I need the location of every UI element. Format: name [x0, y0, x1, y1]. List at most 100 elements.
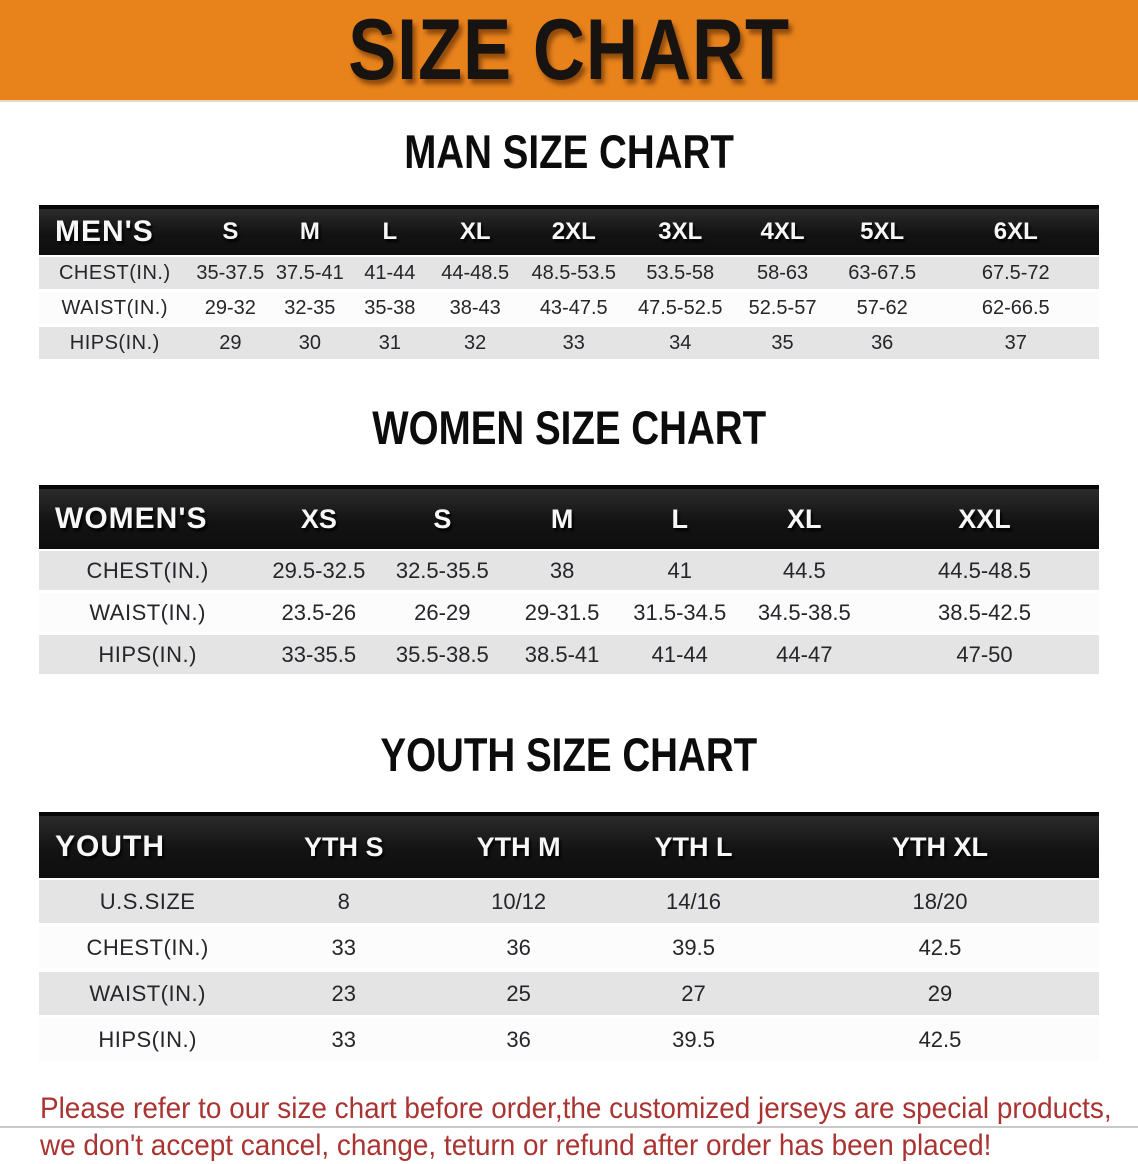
measurement-value: 27 [606, 970, 781, 1018]
measurement-value: 37 [932, 325, 1099, 362]
measurement-value: 35.5-38.5 [381, 633, 504, 677]
measurement-value: 38.5-41 [503, 633, 621, 677]
size-column-header: XS [256, 485, 382, 551]
measurement-value: 35 [733, 325, 832, 362]
size-column-header: 2XL [520, 205, 628, 257]
row-label: CHEST(IN.) [39, 256, 191, 292]
measurement-value: 39.5 [606, 1016, 781, 1064]
row-label: CHEST(IN.) [39, 550, 257, 593]
measurement-value: 23 [256, 970, 432, 1018]
measurement-value: 41-44 [620, 633, 739, 677]
measurement-value: 44-48.5 [430, 256, 521, 292]
measurement-value: 36 [431, 1016, 607, 1064]
size-table-head: WOMEN'S XS S M L XL XXL [39, 485, 1099, 551]
men-section-heading: MAN SIZE CHART [0, 126, 1138, 187]
measurement-value: 36 [831, 325, 933, 362]
measurement-row: WAIST(IN.) 23 25 27 29 [39, 970, 1099, 1018]
table-title-cell: MEN'S [39, 205, 191, 257]
size-column-header: XXL [870, 485, 1099, 551]
row-label: WAIST(IN.) [39, 290, 191, 327]
row-label: CHEST(IN.) [39, 924, 257, 972]
row-label: HIPS(IN.) [39, 1016, 257, 1064]
size-column-header: YTH L [606, 812, 781, 880]
size-table-head: MEN'S S M L XL 2XL 3XL 4XL 5XL 6XL [39, 205, 1099, 257]
notice-line-2: we don't accept cancel, change, teturn o… [40, 1129, 992, 1162]
measurement-value: 29-32 [190, 290, 271, 327]
measurement-value: 26-29 [381, 591, 504, 635]
measurement-value: 32-35 [270, 290, 350, 327]
measurement-value: 42.5 [780, 1016, 1099, 1064]
measurement-value: 8 [256, 879, 432, 926]
measurement-value: 34.5-38.5 [738, 591, 871, 635]
size-column-header: S [190, 205, 271, 257]
measurement-value: 44.5 [738, 550, 871, 593]
measurement-value: 29-31.5 [503, 591, 621, 635]
measurement-value: 41-44 [349, 256, 431, 292]
measurement-value: 35-38 [349, 290, 431, 327]
measurement-value: 25 [431, 970, 607, 1018]
measurement-value: 53.5-58 [627, 256, 734, 292]
notice-line-1: Please refer to our size chart before or… [40, 1092, 1112, 1125]
measurement-value: 31 [349, 325, 431, 362]
banner-title: SIZE CHART [348, 2, 790, 98]
youth-section-heading-text: YOUTH SIZE CHART [380, 728, 758, 781]
measurement-value: 14/16 [606, 879, 781, 926]
measurement-value: 31.5-34.5 [620, 591, 739, 635]
measurement-value: 44-47 [738, 633, 871, 677]
size-table-body: CHEST(IN.) 29.5-32.5 32.5-35.5 38 41 44.5 44.5… [39, 550, 1099, 677]
measurement-value: 29 [780, 970, 1099, 1018]
size-table-body: CHEST(IN.) 35-37.5 37.5-41 41-44 44-48.5 48.5… [39, 256, 1099, 362]
youth-section: YOUTH SIZE CHART YOUTH YTH S YTH M YTH L YTH… [0, 729, 1138, 1064]
size-column-header: L [349, 205, 431, 257]
men-section-heading-text: MAN SIZE CHART [404, 125, 734, 178]
size-column-header: L [620, 485, 739, 551]
men-size-table: MEN'S S M L XL 2XL 3XL 4XL 5XL 6XL CHEST(IN.) 35-37… [39, 205, 1099, 362]
measurement-value: 33 [520, 325, 628, 362]
measurement-value: 52.5-57 [733, 290, 832, 327]
measurement-value: 58-63 [733, 256, 832, 292]
size-column-header: 4XL [733, 205, 832, 257]
measurement-row: HIPS(IN.) 33 36 39.5 42.5 [39, 1016, 1099, 1064]
measurement-value: 32.5-35.5 [381, 550, 504, 593]
measurement-value: 38 [503, 550, 621, 593]
measurement-value: 30 [270, 325, 350, 362]
women-section-heading-text: WOMEN SIZE CHART [372, 401, 766, 454]
row-label: WAIST(IN.) [39, 591, 257, 635]
measurement-value: 33 [256, 924, 432, 972]
measurement-value: 23.5-26 [256, 591, 382, 635]
size-column-header: XL [430, 205, 521, 257]
measurement-value: 63-67.5 [831, 256, 933, 292]
size-column-header: YTH XL [780, 812, 1099, 880]
size-column-header: S [381, 485, 504, 551]
size-table-body: U.S.SIZE 8 10/12 14/16 18/20 CHEST(IN.) 33 36 39… [39, 879, 1099, 1064]
measurement-value: 44.5-48.5 [870, 550, 1099, 593]
table-title-cell: WOMEN'S [39, 485, 257, 551]
youth-size-table: YOUTH YTH S YTH M YTH L YTH XL U.S.SIZE 8 10/12… [39, 812, 1099, 1064]
measurement-value: 34 [627, 325, 734, 362]
measurement-value: 47.5-52.5 [627, 290, 734, 327]
size-column-header: 6XL [932, 205, 1099, 257]
measurement-value: 39.5 [606, 924, 781, 972]
size-column-header: M [270, 205, 350, 257]
measurement-value: 29 [190, 325, 271, 362]
men-section: MAN SIZE CHART MEN'S S M L XL 2XL 3XL 4XL 5XL 6XL… [0, 126, 1138, 362]
measurement-value: 10/12 [431, 879, 607, 926]
measurement-value: 29.5-32.5 [256, 550, 382, 593]
size-table-head: YOUTH YTH S YTH M YTH L YTH XL [39, 812, 1099, 880]
row-label: HIPS(IN.) [39, 325, 191, 362]
bottom-divider [0, 1126, 1138, 1128]
size-table-header-row: YOUTH YTH S YTH M YTH L YTH XL [39, 812, 1099, 880]
measurement-row: U.S.SIZE 8 10/12 14/16 18/20 [39, 879, 1099, 926]
measurement-value: 43-47.5 [520, 290, 628, 327]
measurement-row: CHEST(IN.) 33 36 39.5 42.5 [39, 924, 1099, 972]
women-section-heading: WOMEN SIZE CHART [0, 402, 1138, 463]
measurement-row: WAIST(IN.) 29-32 32-35 35-38 38-43 43-47.5 47.… [39, 290, 1099, 327]
table-title-cell: YOUTH [39, 812, 257, 880]
size-column-header: YTH S [256, 812, 432, 880]
youth-section-heading: YOUTH SIZE CHART [0, 729, 1138, 790]
women-size-table: WOMEN'S XS S M L XL XXL CHEST(IN.) 29.5-32.5 32.5… [39, 485, 1099, 677]
measurement-row: WAIST(IN.) 23.5-26 26-29 29-31.5 31.5-34.5 34… [39, 591, 1099, 635]
size-column-header: 3XL [627, 205, 734, 257]
measurement-value: 38.5-42.5 [870, 591, 1099, 635]
